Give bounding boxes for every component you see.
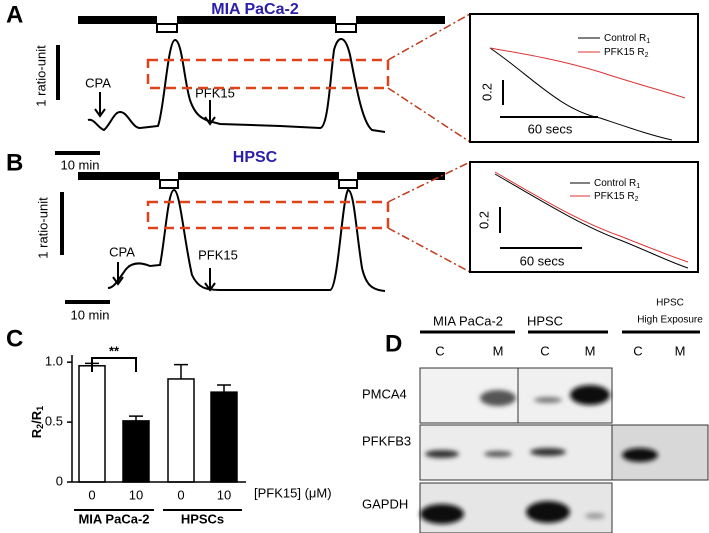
bar-chart: R2/R1 0 0.5 1.0 0 10 0 10 ** MIA PaCa-2 HPSCs [PFK… xyxy=(29,343,331,526)
scale-label: 60 secs xyxy=(528,121,573,136)
treatment-gap xyxy=(335,23,357,33)
scale-label: 1 ratio-unit xyxy=(35,197,50,259)
y-axis-label: R2/R1 xyxy=(29,406,45,438)
row-label: GAPDH xyxy=(362,496,408,511)
zoom-line xyxy=(387,161,471,203)
y-tick-label: 0 xyxy=(56,473,63,488)
scale-label: 1 ratio-unit xyxy=(33,45,48,107)
significance-bracket xyxy=(91,357,137,372)
lane-label: M xyxy=(493,343,504,358)
inset-trace xyxy=(494,171,689,263)
panel-a: MIA PaCa-2 1 ratio-unit CPA PFK15 10 min… xyxy=(33,1,699,172)
legend-entry: PFK15 R2 xyxy=(594,191,639,203)
bands xyxy=(420,385,658,524)
panel-label: C xyxy=(6,325,23,352)
zoom-line xyxy=(387,227,471,273)
treatment-gap xyxy=(338,179,358,189)
panel-label: B xyxy=(6,149,23,176)
legend-entry: PFK15 R2 xyxy=(604,47,649,59)
column-header: HPSC xyxy=(656,298,684,309)
panel-title: MIA PaCa-2 xyxy=(211,1,299,18)
x-tick-label: 10 xyxy=(217,487,231,502)
y-tick-label: 1.0 xyxy=(45,354,63,369)
lane-label: M xyxy=(675,343,686,358)
error-bar xyxy=(217,384,231,393)
inset xyxy=(469,161,699,273)
row-label: PFKFB3 xyxy=(362,433,411,448)
lane-label: C xyxy=(633,343,642,358)
scale-label: 10 min xyxy=(60,157,99,172)
bar xyxy=(167,378,195,483)
lane-label: C xyxy=(435,343,444,358)
legend-entry: Control R1 xyxy=(594,178,640,190)
treatment-gap xyxy=(156,23,178,33)
panel-label: A xyxy=(6,1,23,28)
legend-entry: Control R1 xyxy=(604,33,650,45)
annotation: CPA xyxy=(109,244,135,259)
significance: ** xyxy=(109,343,120,358)
inset-trace xyxy=(494,173,689,269)
panel-label: D xyxy=(385,330,402,357)
trace xyxy=(87,38,386,133)
x-axis-label: [PFK15] (μM) xyxy=(254,485,332,500)
inset-trace xyxy=(489,47,686,99)
bar xyxy=(122,420,150,483)
column-header: HPSC xyxy=(527,313,563,328)
lane-label: M xyxy=(585,343,596,358)
y-tick-label: 0.5 xyxy=(45,414,63,429)
column-header: MIA PaCa-2 xyxy=(433,313,503,328)
x-tick-label: 0 xyxy=(88,487,95,502)
panel-b: HPSC 1 ratio-unit CPA PFK15 10 min Contr… xyxy=(35,149,699,322)
zoom-box xyxy=(146,200,390,230)
inset-trace xyxy=(489,47,673,141)
column-header: High Exposure xyxy=(637,315,703,326)
annotation: CPA xyxy=(85,75,111,90)
x-tick-label: 10 xyxy=(129,487,143,502)
panel-d: MIA PaCa-2 HPSC HPSC High Exposure C M C… xyxy=(362,298,709,533)
scale-label: 0.2 xyxy=(476,211,491,229)
scale-label: 0.2 xyxy=(479,83,494,101)
scale-label: 60 secs xyxy=(520,253,565,268)
arrow xyxy=(94,92,216,126)
trace xyxy=(107,188,386,292)
lane-label: C xyxy=(540,343,549,358)
treatment-gap xyxy=(159,179,179,189)
zoom-line xyxy=(387,87,471,143)
row-label: PMCA4 xyxy=(362,386,407,401)
annotation: PFK15 xyxy=(198,247,238,262)
inset xyxy=(469,13,699,143)
group-label: HPSCs xyxy=(181,511,224,526)
panel-title: HPSC xyxy=(233,149,278,166)
bar xyxy=(78,365,106,483)
group-label: MIA PaCa-2 xyxy=(78,511,149,526)
scale-label: 10 min xyxy=(70,307,109,322)
error-bar xyxy=(174,363,188,379)
bar xyxy=(210,391,238,483)
error-bar xyxy=(129,415,143,421)
x-tick-label: 0 xyxy=(177,487,184,502)
zoom-box xyxy=(146,58,390,90)
arrow xyxy=(112,262,216,292)
